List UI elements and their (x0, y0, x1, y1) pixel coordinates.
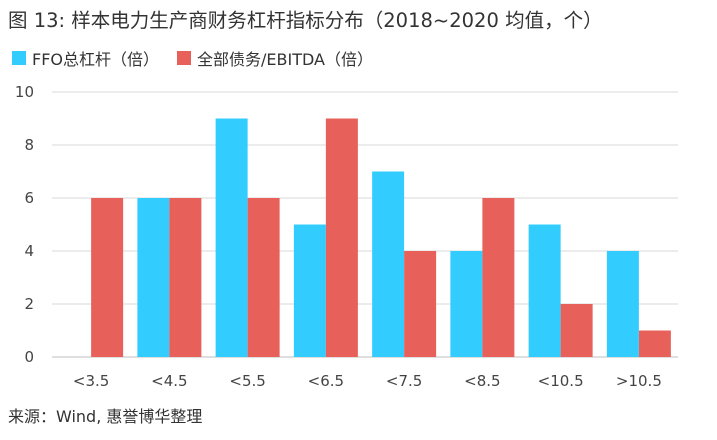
bar-debt (169, 198, 202, 357)
bar-ffo (528, 224, 561, 357)
y-tick-label: 0 (24, 348, 34, 366)
chart-legend: FFO总杠杆（倍） 全部债务/EBITDA（倍） (12, 46, 373, 70)
bar-debt (482, 198, 515, 357)
bar-debt (247, 198, 280, 357)
x-tick-label: <7.5 (386, 372, 422, 390)
bar-debt (638, 330, 671, 357)
x-tick-label: <3.5 (73, 372, 109, 390)
bar-ffo (450, 251, 483, 357)
x-tick-label: >10.5 (616, 372, 662, 390)
bar-debt (404, 251, 437, 357)
chart-title: 图 13: 样本电力生产商财务杠杆指标分布（2018~2020 均值，个） (8, 9, 603, 32)
x-tick-label: <6.5 (308, 372, 344, 390)
x-tick-label: <10.5 (538, 372, 584, 390)
legend-swatch-debt (177, 51, 192, 65)
x-tick-label: <8.5 (464, 372, 500, 390)
bar-debt (325, 118, 358, 357)
bar-ffo (215, 118, 248, 357)
x-tick-label: <5.5 (229, 372, 265, 390)
y-tick-label: 8 (24, 136, 34, 154)
chart-source: 来源：Wind, 惠誉博华整理 (8, 407, 203, 426)
legend-label-ffo: FFO总杠杆（倍） (32, 50, 160, 69)
legend-swatch-ffo (12, 51, 26, 65)
y-tick-label: 4 (24, 242, 34, 260)
bar-ffo (137, 198, 170, 357)
legend-item-ffo: FFO总杠杆（倍） (12, 46, 159, 70)
y-tick-label: 10 (15, 83, 34, 101)
y-tick-label: 2 (24, 295, 34, 313)
bar-debt (560, 304, 593, 357)
bar-ffo (372, 171, 405, 357)
bar-ffo (606, 251, 639, 357)
legend-item-debt: 全部债务/EBITDA（倍） (177, 46, 373, 70)
x-tick-label: <4.5 (151, 372, 187, 390)
y-tick-label: 6 (24, 189, 34, 207)
legend-label-debt: 全部债务/EBITDA（倍） (197, 50, 373, 69)
bar-ffo (293, 224, 326, 357)
bar-debt (91, 198, 124, 357)
